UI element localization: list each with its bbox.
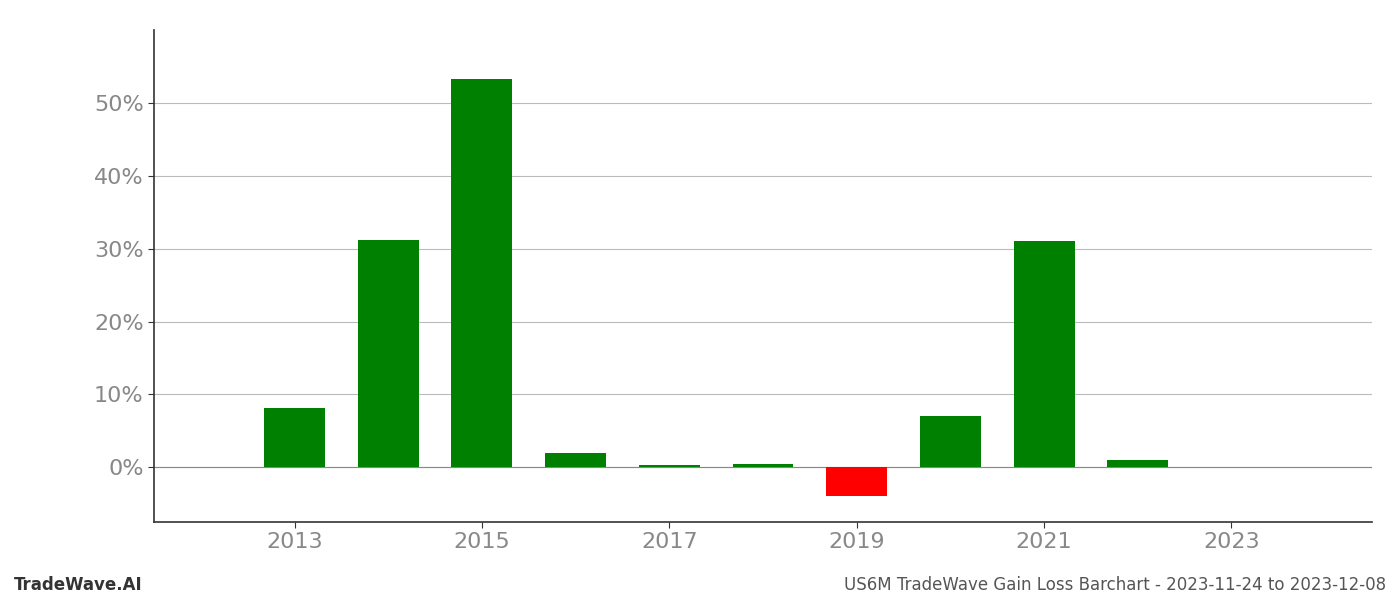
Bar: [1014, 241, 1075, 467]
Bar: [265, 407, 325, 467]
Text: TradeWave.AI: TradeWave.AI: [14, 576, 143, 594]
Text: US6M TradeWave Gain Loss Barchart - 2023-11-24 to 2023-12-08: US6M TradeWave Gain Loss Barchart - 2023…: [844, 576, 1386, 594]
Bar: [826, 467, 888, 496]
Bar: [920, 416, 981, 467]
Bar: [451, 79, 512, 467]
Bar: [638, 465, 700, 467]
Bar: [1107, 460, 1168, 467]
Bar: [358, 240, 419, 467]
Bar: [732, 464, 794, 467]
Bar: [545, 453, 606, 467]
